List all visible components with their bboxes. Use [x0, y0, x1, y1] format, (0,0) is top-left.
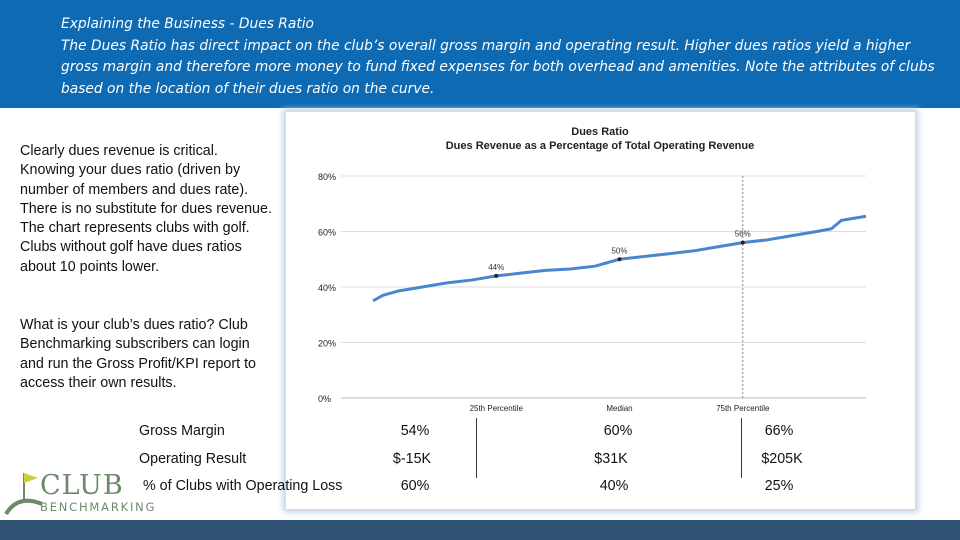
header-body: The Dues Ratio has direct impact on the …: [61, 37, 935, 97]
clubs-operating-loss-label: % of Clubs with Operating Loss: [143, 478, 343, 494]
operating-result-25th: $-15K: [392, 451, 432, 467]
column-divider-left: [476, 418, 477, 478]
chart-subtitle: Dues Revenue as a Percentage of Total Op…: [446, 140, 755, 152]
annotation-label: 56%: [735, 230, 751, 239]
operating-loss-median: 40%: [599, 478, 629, 494]
chart-title: Dues Ratio: [571, 126, 629, 138]
operating-loss-75th: 25%: [764, 478, 794, 494]
annotation-point: [494, 273, 499, 278]
gross-margin-25th: 54%: [400, 423, 430, 439]
flag-icon: [4, 473, 43, 516]
chart-annotations: 44% 50% 56%: [488, 230, 751, 278]
annotation-point: [740, 240, 745, 245]
dues-ratio-chart-panel: Dues Ratio Dues Revenue as a Percentage …: [285, 111, 916, 510]
y-tick-label: 0%: [318, 394, 331, 404]
header-text: Explaining the Business - Dues Ratio The…: [61, 14, 941, 100]
operating-loss-25th: 60%: [400, 478, 430, 494]
operating-result-label: Operating Result: [139, 451, 247, 467]
x-tick-label: Median: [606, 404, 632, 413]
chart-y-axis: 0% 20% 40% 60% 80%: [318, 172, 336, 404]
y-tick-label: 20%: [318, 339, 336, 349]
header-title: Explaining the Business - Dues Ratio: [61, 16, 314, 32]
x-tick-label: 25th Percentile: [470, 404, 524, 413]
annotation-label: 50%: [611, 246, 627, 255]
logo-benchmarking-text: BENCHMARKING: [40, 500, 157, 514]
operating-result-75th: $205K: [761, 451, 803, 467]
dues-ratio-chart: Dues Ratio Dues Revenue as a Percentage …: [318, 126, 867, 413]
gross-margin-75th: 66%: [764, 423, 794, 439]
annotation-point: [617, 257, 622, 262]
y-tick-label: 80%: [318, 172, 336, 182]
y-tick-label: 40%: [318, 283, 336, 293]
footer-bar: [0, 520, 960, 540]
operating-result-median: $31K: [594, 451, 628, 467]
gross-margin-label: Gross Margin: [139, 423, 225, 439]
annotation-label: 44%: [488, 263, 504, 272]
x-tick-label: 75th Percentile: [716, 404, 770, 413]
logo-club-text: CLUB: [40, 470, 124, 501]
dues-importance-paragraph: Clearly dues revenue is critical. Knowin…: [20, 143, 272, 275]
header-banner: Explaining the Business - Dues Ratio The…: [0, 0, 960, 108]
gross-margin-median: 60%: [603, 423, 633, 439]
y-tick-label: 60%: [318, 228, 336, 238]
subscriber-login-paragraph: What is your club’s dues ratio? Club Ben…: [20, 317, 257, 391]
club-benchmarking-logo: CLUB BENCHMARKING: [4, 470, 164, 520]
chart-x-axis: 25th Percentile Median 75th Percentile: [470, 404, 770, 413]
column-divider-right: [741, 418, 742, 478]
